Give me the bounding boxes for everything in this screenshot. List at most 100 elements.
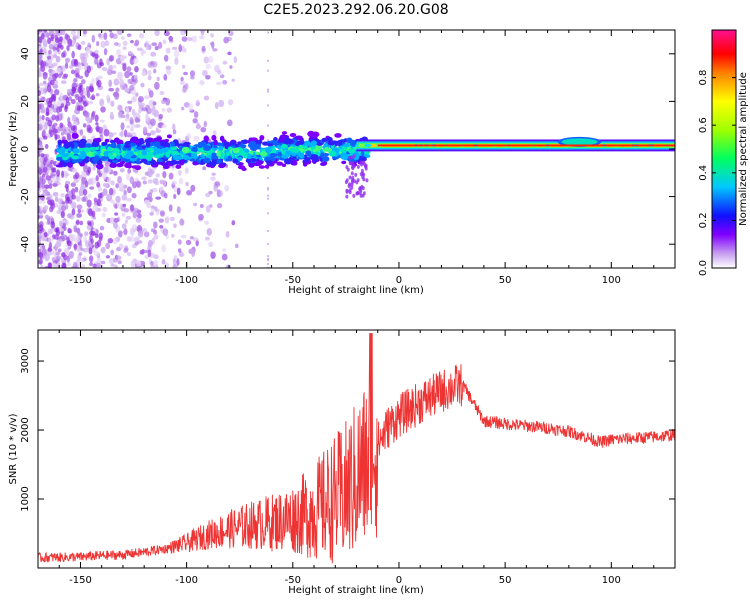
noise-blob-strong (50, 34, 55, 40)
band-blob (113, 147, 120, 154)
band-tail (352, 193, 356, 198)
band-blob (281, 163, 287, 168)
noise-blob (234, 243, 239, 249)
band-blob (170, 146, 178, 151)
noise-blob-strong (98, 236, 103, 242)
noise-blob (204, 220, 209, 225)
noise-blob (151, 42, 158, 47)
noise-blob (38, 167, 43, 176)
noise-blob (48, 68, 54, 73)
band-tail (350, 171, 354, 176)
noise-blob-strong (83, 101, 88, 107)
noise-blob (123, 248, 129, 253)
colorbar-tick-label: 0.4 (698, 165, 709, 181)
noise-blob-strong (38, 258, 43, 265)
noise-blob (193, 135, 200, 142)
noise-blob (153, 234, 159, 240)
noise-blob (76, 212, 82, 218)
noise-blob (80, 40, 86, 45)
line-bump-inner (561, 138, 598, 146)
noise-blob (83, 111, 90, 118)
noise-blob (73, 77, 78, 83)
noise-blob-strong (70, 125, 76, 131)
noise-blob (216, 81, 222, 86)
band-blob (102, 155, 109, 160)
noise-blob (183, 71, 188, 76)
noise-blob (113, 257, 118, 263)
noise-blob-strong (74, 186, 79, 193)
snr-x-tick-label: -150 (69, 575, 92, 586)
noise-blob-strong (95, 175, 99, 182)
snr-y-tick-label: 2000 (20, 417, 31, 442)
band-blob (152, 141, 161, 147)
noise-blob (159, 224, 164, 229)
noise-blob (122, 46, 127, 50)
noise-blob (152, 105, 156, 113)
noise-blob-strong (73, 59, 78, 66)
noise-blob (102, 206, 108, 213)
noise-blob-strong (48, 183, 53, 189)
band-tail (345, 194, 349, 199)
noise-blob-strong (87, 166, 91, 174)
band-blob (310, 154, 319, 161)
band-blob (83, 147, 91, 153)
band-blob (106, 146, 112, 152)
noise-blob (134, 78, 138, 84)
noise-blob (60, 193, 65, 198)
noise-blob-strong (43, 156, 48, 162)
noise-blob (122, 63, 127, 72)
band-blob (240, 144, 247, 149)
noise-blob (206, 228, 212, 236)
band-tail (361, 186, 365, 191)
noise-blob (233, 56, 238, 64)
noise-blob (219, 74, 225, 79)
noise-blob (147, 179, 153, 184)
noise-blob (172, 264, 178, 268)
noise-blob (163, 30, 170, 37)
noise-blob (158, 113, 163, 120)
noise-blob (178, 44, 183, 53)
band-blob (216, 150, 221, 157)
band-blob (284, 158, 292, 165)
band-blob (346, 137, 353, 144)
noise-blob (193, 202, 198, 207)
noise-blob (119, 80, 125, 86)
noise-blob (222, 248, 226, 252)
noise-blob (95, 93, 100, 97)
noise-blob (130, 39, 134, 44)
band-blob (315, 144, 323, 151)
noise-blob (172, 123, 176, 132)
band-blob (146, 147, 155, 152)
noise-blob (81, 79, 86, 85)
noise-blob (133, 42, 139, 47)
noise-blob (90, 77, 96, 85)
band-blob (124, 154, 132, 159)
noise-blob (229, 65, 233, 69)
band-blob (103, 150, 109, 157)
noise-blob-strong (64, 105, 68, 113)
band-blob (174, 160, 180, 165)
noise-blob (68, 96, 73, 101)
noise-blob-strong (65, 198, 70, 204)
band-blob (57, 139, 63, 146)
noise-blob (210, 251, 216, 259)
noise-blob (185, 181, 189, 187)
noise-blob (171, 233, 175, 238)
noise-blob (110, 180, 115, 186)
noise-blob (120, 36, 125, 40)
band-blob (138, 154, 146, 159)
noise-blob (55, 255, 61, 261)
noise-blob (129, 84, 135, 91)
noise-blob (208, 55, 214, 64)
noise-blob (106, 58, 110, 66)
noise-blob-strong (40, 65, 46, 73)
noise-blob (116, 30, 123, 36)
noise-blob (136, 213, 142, 219)
noise-blob (205, 205, 211, 213)
noise-blob (106, 177, 112, 185)
noise-blob (122, 223, 127, 227)
noise-blob (110, 249, 114, 256)
noise-blob-strong (65, 186, 69, 193)
band-tail (362, 191, 366, 196)
noise-blob (214, 101, 219, 110)
